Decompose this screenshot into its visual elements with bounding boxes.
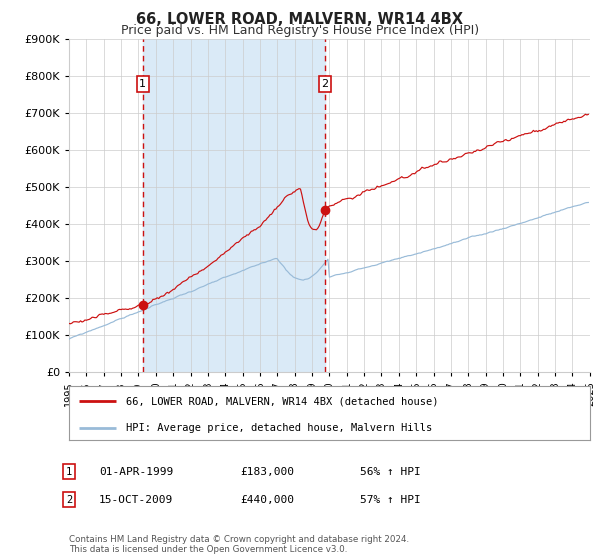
Bar <box>143 39 325 372</box>
Text: 1: 1 <box>139 79 146 89</box>
Text: 2: 2 <box>322 79 329 89</box>
Text: £440,000: £440,000 <box>240 494 294 505</box>
Text: 66, LOWER ROAD, MALVERN, WR14 4BX (detached house): 66, LOWER ROAD, MALVERN, WR14 4BX (detac… <box>126 396 439 407</box>
Text: Contains HM Land Registry data © Crown copyright and database right 2024.
This d: Contains HM Land Registry data © Crown c… <box>69 535 409 554</box>
Text: 1: 1 <box>66 466 72 477</box>
Text: 56% ↑ HPI: 56% ↑ HPI <box>360 466 421 477</box>
Text: 01-APR-1999: 01-APR-1999 <box>99 466 173 477</box>
Text: 57% ↑ HPI: 57% ↑ HPI <box>360 494 421 505</box>
Text: 2: 2 <box>66 494 72 505</box>
Text: £183,000: £183,000 <box>240 466 294 477</box>
Text: 66, LOWER ROAD, MALVERN, WR14 4BX: 66, LOWER ROAD, MALVERN, WR14 4BX <box>137 12 464 27</box>
Text: 15-OCT-2009: 15-OCT-2009 <box>99 494 173 505</box>
Text: HPI: Average price, detached house, Malvern Hills: HPI: Average price, detached house, Malv… <box>126 423 433 433</box>
Text: Price paid vs. HM Land Registry's House Price Index (HPI): Price paid vs. HM Land Registry's House … <box>121 24 479 36</box>
